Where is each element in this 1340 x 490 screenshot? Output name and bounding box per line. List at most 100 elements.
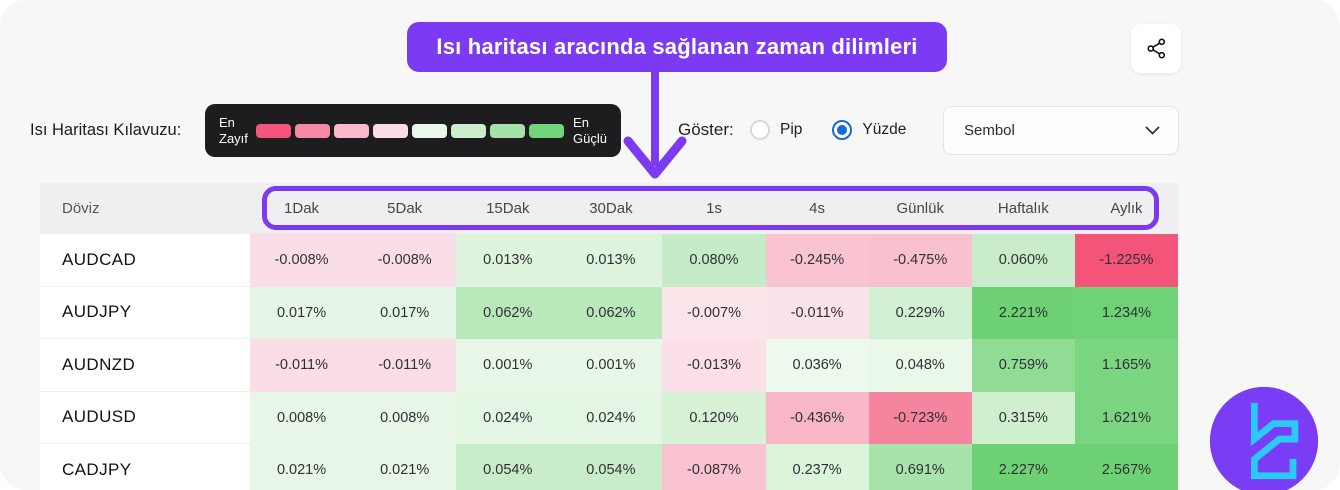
legend-strong-bottom: Güçlü xyxy=(573,130,607,146)
legend-strong-label: En Güçlü xyxy=(573,115,607,147)
heatmap-cell: 0.024% xyxy=(456,391,560,444)
column-header-currency: Döviz xyxy=(40,183,250,234)
heatmap-cell: 2.221% xyxy=(971,286,1075,339)
heatmap-cell: 0.008% xyxy=(250,391,354,444)
heatmap-cell: 0.691% xyxy=(868,444,972,490)
legend-swatch xyxy=(412,123,448,138)
legend-weak-top: En xyxy=(219,114,235,130)
heatmap-cell: 0.060% xyxy=(971,234,1075,287)
legend-gradient-box: En Zayıf En Güçlü xyxy=(205,104,621,157)
radio-label: Yüzde xyxy=(862,121,907,138)
table-body: AUDCAD -0.008% -0.008% 0.013% 0.013% 0.080% -0… xyxy=(40,234,1178,490)
heatmap-cell: -0.007% xyxy=(662,286,766,339)
table-row: AUDJPY 0.017% 0.017% 0.062% 0.062% -0.007% -0.… xyxy=(40,286,1178,339)
callout-banner: Isı haritası aracında sağlanan zaman dil… xyxy=(407,22,947,72)
heatmap-cell: 0.054% xyxy=(456,444,560,490)
heatmap-cell: 0.017% xyxy=(353,286,457,339)
heatmap-table: Döviz 1Dak 5Dak 15Dak 30Dak 1s 4s Günlük Haftalı… xyxy=(40,183,1178,490)
heatmap-cell: 0.062% xyxy=(559,286,663,339)
column-header-günlük: Günlük xyxy=(868,183,972,234)
heatmap-cell: -1.225% xyxy=(1074,234,1178,287)
radio-circle-icon[interactable] xyxy=(832,120,853,140)
column-header-15dak: 15Dak xyxy=(456,183,560,234)
heatmap-cell: 0.120% xyxy=(662,391,766,444)
heatmap-cell: 1.621% xyxy=(1074,391,1178,444)
pair-label: AUDCAD xyxy=(40,234,250,287)
pair-label: AUDNZD xyxy=(40,339,250,392)
heatmap-cell: 2.227% xyxy=(971,444,1075,490)
column-header-5dak: 5Dak xyxy=(353,183,457,234)
column-header-30dak: 30Dak xyxy=(559,183,663,234)
table-row: CADJPY 0.021% 0.021% 0.054% 0.054% -0.087% 0.2… xyxy=(40,444,1178,490)
heatmap-cell: 0.036% xyxy=(765,339,869,392)
heatmap-cell: -0.245% xyxy=(765,234,869,287)
legend-swatch xyxy=(295,123,331,138)
heatmap-cell: 0.013% xyxy=(559,234,663,287)
heatmap-cell: -0.008% xyxy=(353,234,457,287)
table-row: AUDUSD 0.008% 0.008% 0.024% 0.024% 0.120% -0.4… xyxy=(40,391,1178,444)
show-radio-group: Pip Yüzde xyxy=(750,114,906,146)
heatmap-cell: 0.008% xyxy=(353,391,457,444)
heatmap-cell: 0.048% xyxy=(868,339,972,392)
heatmap-cell: -0.011% xyxy=(765,286,869,339)
pair-label: AUDUSD xyxy=(40,391,250,444)
legend-swatch xyxy=(529,123,565,138)
legend-weak-bottom: Zayıf xyxy=(219,130,248,146)
heatmap-cell: -0.436% xyxy=(765,391,869,444)
pair-label: AUDJPY xyxy=(40,286,250,339)
brand-logo xyxy=(1209,386,1319,490)
radio-yüzde[interactable]: Yüzde xyxy=(832,120,906,140)
legend-swatch xyxy=(256,123,292,138)
symbol-dropdown-value: Sembol xyxy=(964,122,1015,139)
heatmap-cell: 0.229% xyxy=(868,286,972,339)
heatmap-cell: 0.759% xyxy=(971,339,1075,392)
callout-text: Isı haritası aracında sağlanan zaman dil… xyxy=(436,34,918,59)
heatmap-cell: 0.024% xyxy=(559,391,663,444)
heatmap-cell: -0.011% xyxy=(353,339,457,392)
chevron-down-icon xyxy=(1145,126,1160,135)
legend-swatch xyxy=(451,123,487,138)
legend-strong-top: En xyxy=(573,114,589,130)
share-button[interactable] xyxy=(1131,24,1181,73)
legend-swatch xyxy=(334,123,370,138)
show-control-label: Göster: xyxy=(678,120,734,139)
heatmap-cell: -0.087% xyxy=(662,444,766,490)
table-header-row: Döviz 1Dak 5Dak 15Dak 30Dak 1s 4s Günlük Haftalı… xyxy=(40,183,1178,234)
table-row: AUDNZD -0.011% -0.011% 0.001% 0.001% -0.013% 0… xyxy=(40,339,1178,392)
heatmap-cell: 0.021% xyxy=(250,444,354,490)
column-header-4s: 4s xyxy=(765,183,869,234)
heatmap-cell: 0.013% xyxy=(456,234,560,287)
heatmap-cell: 0.054% xyxy=(559,444,663,490)
heatmap-cell: 2.567% xyxy=(1074,444,1178,490)
radio-selected-dot xyxy=(837,125,848,135)
heatmap-cell: 0.237% xyxy=(765,444,869,490)
radio-pip[interactable]: Pip xyxy=(750,120,802,140)
column-header-1s: 1s xyxy=(662,183,766,234)
radio-label: Pip xyxy=(780,121,803,138)
heatmap-cell: -0.475% xyxy=(868,234,972,287)
legend-weak-label: En Zayıf xyxy=(219,115,248,147)
heatmap-cell: -0.013% xyxy=(662,339,766,392)
legend-swatch-strip xyxy=(256,123,565,138)
heatmap-cell: 0.001% xyxy=(456,339,560,392)
heatmap-cell: 1.234% xyxy=(1074,286,1178,339)
heatmap-cell: 1.165% xyxy=(1074,339,1178,392)
legend-swatch xyxy=(373,123,409,138)
heatmap-cell: 0.021% xyxy=(353,444,457,490)
heatmap-cell: 0.315% xyxy=(971,391,1075,444)
table-row: AUDCAD -0.008% -0.008% 0.013% 0.013% 0.080% -0… xyxy=(40,234,1178,287)
heatmap-cell: 0.080% xyxy=(662,234,766,287)
share-icon xyxy=(1146,38,1165,59)
legend-label: Isı Haritası Kılavuzu: xyxy=(30,121,182,139)
heatmap-cell: 0.017% xyxy=(250,286,354,339)
column-header-aylık: Aylık xyxy=(1074,183,1178,234)
heatmap-cell: -0.008% xyxy=(250,234,354,287)
symbol-dropdown[interactable]: Sembol xyxy=(943,106,1179,155)
radio-circle-icon[interactable] xyxy=(750,120,770,140)
heatmap-cell: -0.011% xyxy=(250,339,354,392)
heatmap-cell: 0.001% xyxy=(559,339,663,392)
legend-swatch xyxy=(490,123,526,138)
heatmap-cell: 0.062% xyxy=(456,286,560,339)
column-header-1dak: 1Dak xyxy=(250,183,354,234)
